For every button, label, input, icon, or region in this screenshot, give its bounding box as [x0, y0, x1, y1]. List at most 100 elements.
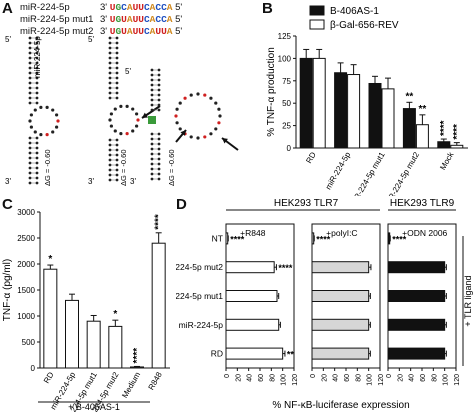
category-label: miR-224-5p mut2 [382, 150, 421, 196]
stem-nucleotide [157, 167, 161, 171]
stem-nucleotide [35, 81, 39, 85]
loop-nucleotide [33, 130, 37, 134]
bar [311, 318, 370, 331]
stem-nucleotide [150, 142, 154, 146]
stem-nucleotide [157, 73, 161, 77]
significance-marker: ** [406, 91, 414, 102]
stem-nucleotide [35, 146, 39, 150]
stem-nucleotide [35, 166, 39, 170]
loop-nucleotide [119, 132, 123, 136]
stem-nucleotide [35, 161, 39, 165]
bar [387, 232, 391, 245]
stem-nucleotide [28, 171, 32, 175]
stem-nucleotide [35, 66, 39, 70]
x-tick-label: 40 [409, 374, 416, 382]
bar [65, 299, 79, 369]
significance-marker: ** [287, 350, 295, 360]
significance-marker: **** [316, 234, 331, 244]
category-label: Medium [120, 370, 142, 399]
loop-nucleotide [29, 125, 33, 129]
significance-marker: **** [439, 120, 450, 136]
stem-nucleotide [115, 148, 119, 152]
stem-nucleotide [115, 41, 119, 45]
loop-nucleotide [28, 119, 32, 123]
bar [415, 124, 429, 149]
stem-nucleotide [35, 41, 39, 45]
stem-nucleotide [150, 83, 154, 87]
sequence-table: miR-224-5p 3' UGCAUUCACCA 5' miR-224-5p mu… [20, 2, 182, 38]
y-axis-label: % TNF-α production [266, 47, 277, 137]
stem-nucleotide [28, 91, 32, 95]
stem-nucleotide [115, 46, 119, 50]
bar [437, 141, 451, 149]
stem-nucleotide [108, 66, 112, 70]
stem-nucleotide [157, 98, 161, 102]
y-tick-label: 0 [31, 364, 36, 373]
group-header: HEK293 TLR9 [390, 198, 455, 209]
x-axis-label: % NF-κB-luciferase expression [272, 400, 409, 411]
category-label: NT [212, 233, 223, 243]
stem-nucleotide [108, 91, 112, 95]
sequence-3prime: 3' [100, 26, 110, 37]
structure-dg: ΔG = -0.60 [43, 150, 52, 187]
chart-d: HEK293 TLR7 HEK293 TLR9 +R848 0 20 40 60 80 100 1… [176, 198, 473, 411]
stem-nucleotide [150, 172, 154, 176]
category-label: miR-224-5p mut2 [176, 262, 223, 272]
stem-nucleotide [108, 178, 112, 182]
stem-nucleotide [115, 138, 119, 142]
loop-nucleotide [189, 93, 193, 97]
stem-nucleotide [115, 86, 119, 90]
stem-nucleotide [115, 56, 119, 60]
structure-3prime: 3' [130, 177, 136, 186]
structure-5prime: 5' [88, 35, 94, 44]
stem-nucleotide [115, 91, 119, 95]
stem-nucleotide [28, 136, 32, 140]
loop-nucleotide [196, 92, 200, 96]
loop-nucleotide [175, 107, 179, 111]
stem-nucleotide [108, 36, 112, 40]
significance-marker: ** [419, 104, 427, 115]
stem-nucleotide [28, 76, 32, 80]
stem-nucleotide [108, 81, 112, 85]
legend-label: β-Gal-656-REV [330, 20, 399, 31]
sequence-5prime: 5' [172, 26, 183, 37]
loop-nucleotide [131, 129, 135, 133]
significance-marker: **** [132, 348, 143, 364]
y-tick-label: 2000 [17, 260, 35, 269]
x-tick-label: 0 [310, 374, 317, 378]
bar [450, 144, 464, 149]
stem-nucleotide [108, 138, 112, 142]
category-label: miR-224-5p [179, 320, 224, 330]
x-tick-label: 80 [269, 374, 276, 382]
chart-c: 0 500 1000 1500 2000 2500 3000 TNF-α (pg/ml) * RD… [2, 208, 170, 412]
bar [311, 290, 370, 302]
stem-nucleotide [28, 71, 32, 75]
stem-nucleotide [157, 78, 161, 82]
stem-nucleotide [108, 56, 112, 60]
category-label: RD [304, 150, 318, 165]
stem-nucleotide [28, 161, 32, 165]
sequence-name: miR-224-5p mut2 [20, 26, 94, 37]
stem-nucleotide [35, 61, 39, 65]
stem-nucleotide [115, 158, 119, 162]
bar [225, 261, 275, 274]
y-tick-label: 1500 [17, 286, 35, 295]
y-tick-label: 500 [22, 338, 36, 347]
loop-nucleotide [174, 114, 178, 118]
stem-nucleotide [35, 96, 39, 100]
category-label: RD [211, 349, 223, 359]
stem-nucleotide [108, 163, 112, 167]
stem-nucleotide [108, 148, 112, 152]
bar [402, 108, 416, 149]
bar [225, 347, 284, 360]
stem-nucleotide [157, 157, 161, 161]
category-label: Mock [438, 150, 456, 172]
stem-nucleotide [28, 141, 32, 145]
x-tick-label: 40 [247, 374, 254, 382]
stem-nucleotide [28, 86, 32, 90]
y-tick-label: 50 [282, 99, 291, 108]
stem-nucleotide [115, 66, 119, 70]
stem-nucleotide [108, 86, 112, 90]
loop-nucleotide [51, 130, 55, 134]
stem-nucleotide [35, 176, 39, 180]
